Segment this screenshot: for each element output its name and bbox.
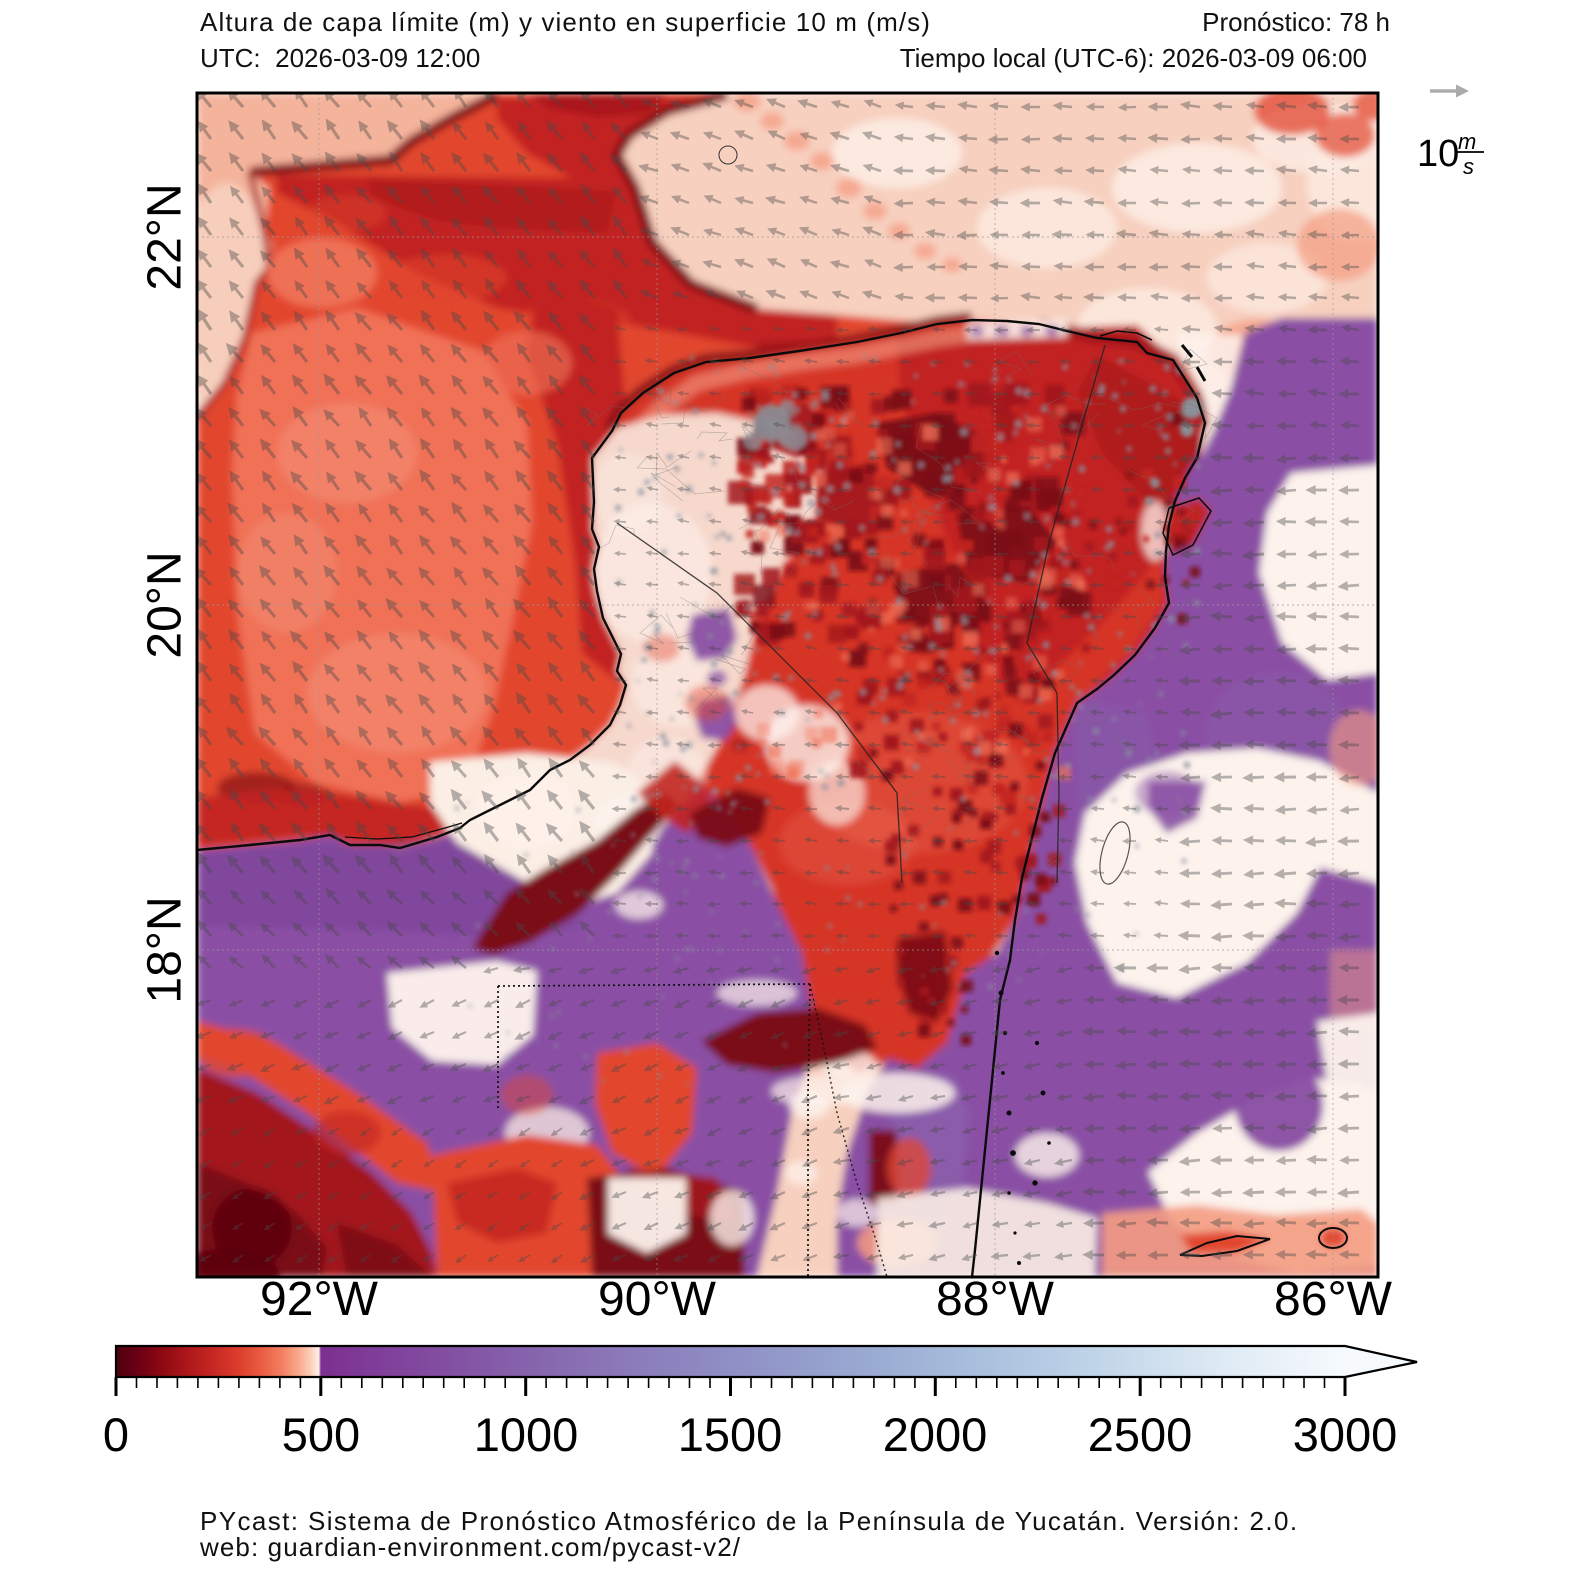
svg-text:18°N: 18°N bbox=[139, 896, 192, 1003]
svg-text:20°N: 20°N bbox=[139, 551, 192, 658]
svg-text:s: s bbox=[1463, 154, 1474, 179]
svg-text:m: m bbox=[1458, 129, 1476, 154]
svg-text:22°N: 22°N bbox=[139, 183, 192, 290]
svg-text:10: 10 bbox=[1417, 133, 1459, 175]
